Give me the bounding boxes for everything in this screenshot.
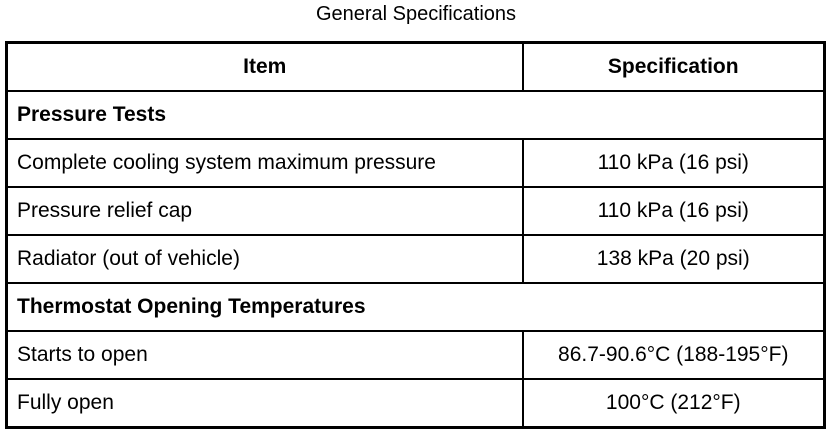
column-header-item: Item xyxy=(5,41,524,93)
item-cell: Pressure relief cap xyxy=(5,186,524,236)
table-row-section: Pressure Tests xyxy=(5,90,826,141)
spec-cell: 138 kPa (20 psi) xyxy=(521,233,826,284)
spec-cell: 100°C (212°F) xyxy=(521,377,826,429)
item-cell: Starts to open xyxy=(5,329,524,380)
column-header-specification: Specification xyxy=(521,41,826,93)
spec-cell: 110 kPa (16 psi) xyxy=(521,186,826,236)
item-cell: Complete cooling system maximum pressure xyxy=(5,138,524,189)
table-row: Fully open 100°C (212°F) xyxy=(5,377,826,429)
table-row-section: Thermostat Opening Temperatures xyxy=(5,281,826,332)
table-row: Radiator (out of vehicle) 138 kPa (20 ps… xyxy=(5,233,826,284)
section-label-pressure-tests: Pressure Tests xyxy=(5,90,826,141)
table-row: Pressure relief cap 110 kPa (16 psi) xyxy=(5,186,826,236)
table-row: Starts to open 86.7-90.6°C (188-195°F) xyxy=(5,329,826,380)
spec-cell: 110 kPa (16 psi) xyxy=(521,138,826,189)
item-cell: Radiator (out of vehicle) xyxy=(5,233,524,284)
section-label-thermostat-opening-temperatures: Thermostat Opening Temperatures xyxy=(5,281,826,332)
table-row: Complete cooling system maximum pressure… xyxy=(5,138,826,189)
page-title: General Specifications xyxy=(315,3,517,25)
specifications-table: Item Specification Pressure Tests Comple… xyxy=(5,41,826,429)
item-cell: Fully open xyxy=(5,377,524,429)
table-header-row: Item Specification xyxy=(5,41,826,93)
spec-cell: 86.7-90.6°C (188-195°F) xyxy=(521,329,826,380)
